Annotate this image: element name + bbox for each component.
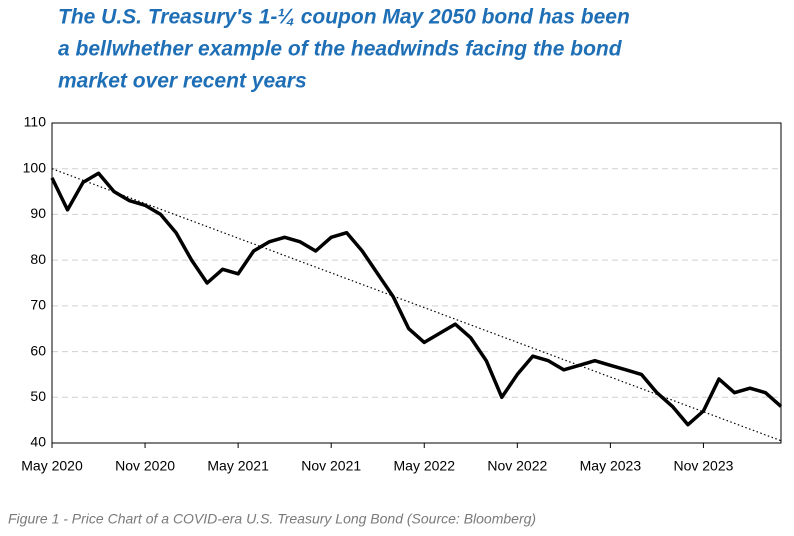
chart-title: The U.S. Treasury's 1-¼ coupon May 2050 … bbox=[58, 6, 630, 29]
y-tick-label: 90 bbox=[30, 205, 46, 221]
chart-title: market over recent years bbox=[58, 70, 307, 93]
y-tick-label: 60 bbox=[30, 342, 46, 358]
y-tick-label: 100 bbox=[23, 159, 47, 175]
x-tick-label: May 2023 bbox=[580, 458, 642, 474]
x-tick-label: Nov 2021 bbox=[301, 458, 361, 474]
y-tick-label: 40 bbox=[30, 434, 46, 450]
y-tick-label: 50 bbox=[30, 388, 46, 404]
x-tick-label: Nov 2023 bbox=[673, 458, 733, 474]
trend-line bbox=[51, 168, 782, 442]
y-tick-label: 80 bbox=[30, 251, 46, 267]
price-line bbox=[50, 171, 783, 427]
plot-frame bbox=[51, 122, 782, 444]
caption: Figure 1 - Price Chart of a COVID-era U.… bbox=[8, 511, 536, 527]
y-tick-label: 110 bbox=[24, 114, 47, 130]
x-tick-label: Nov 2020 bbox=[115, 458, 175, 474]
chart-title: a bellwhether example of the headwinds f… bbox=[58, 38, 623, 61]
x-tick-label: May 2021 bbox=[207, 458, 269, 474]
x-tick-label: Nov 2022 bbox=[487, 458, 547, 474]
y-tick-label: 70 bbox=[30, 297, 46, 313]
x-tick-label: May 2022 bbox=[394, 458, 456, 474]
x-tick-label: May 2020 bbox=[21, 458, 83, 474]
